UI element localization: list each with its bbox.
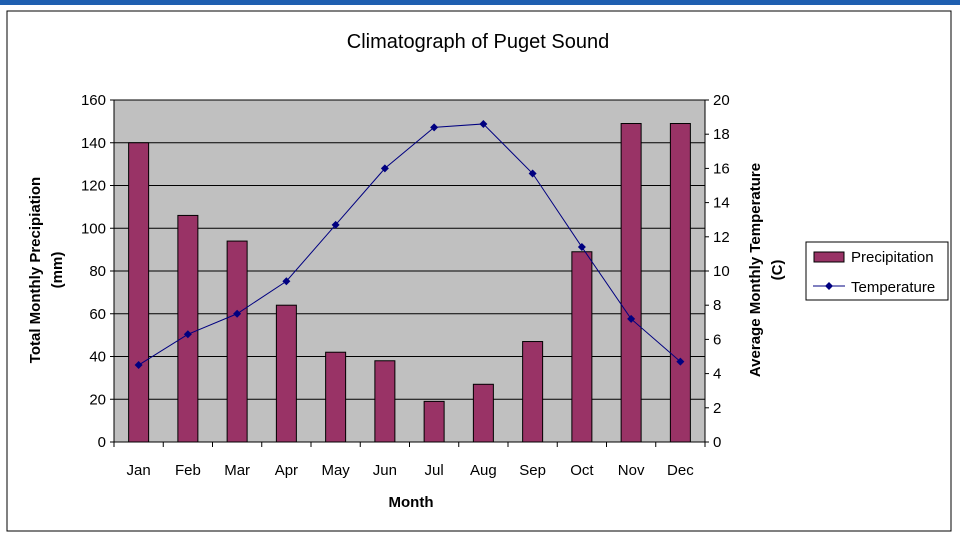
y2-axis-label-line1: Average Monthly Temperature <box>747 163 764 377</box>
point-temperature-sep <box>528 169 537 178</box>
axes: 0 20 40 60 80 100 120 140 160 0 2 4 6 8 10 12 14 16 18 20 Ja… <box>81 92 730 479</box>
bar-precipitation-aug <box>472 383 494 443</box>
line-temperature <box>138 123 681 366</box>
y2-tick-label: 8 <box>713 297 721 314</box>
x-tick-label: Apr <box>275 462 298 479</box>
legend-temperature-label: Temperature <box>851 279 935 296</box>
y-tick-label: 60 <box>89 306 106 323</box>
x-tick-label: Jul <box>425 462 444 479</box>
y-tick-label: 100 <box>81 220 106 237</box>
x-axis-label: Month <box>389 494 434 511</box>
bar-precipitation-nov <box>620 123 642 443</box>
legend-temperature-marker <box>825 282 833 290</box>
x-tick-label: Feb <box>175 462 201 479</box>
chart-title: Climatograph of Puget Sound <box>347 31 609 53</box>
y2-tick-label: 18 <box>713 126 730 143</box>
y2-tick-label: 16 <box>713 160 730 177</box>
y2-tick-label: 0 <box>713 434 721 451</box>
x-tick-label: Aug <box>470 462 497 479</box>
point-temperature-aug <box>479 119 488 128</box>
y-tick-label: 0 <box>98 434 106 451</box>
x-tick-label: May <box>321 462 350 479</box>
x-tick-label: Jun <box>373 462 397 479</box>
point-temperature-feb <box>183 330 192 339</box>
x-tick-label: Jan <box>127 462 151 479</box>
bar-precipitation-jul <box>423 400 445 443</box>
y-axis-label-line1: Total Monthly Precipiation <box>27 177 44 363</box>
point-temperature-mar <box>233 309 242 318</box>
point-temperature-nov <box>627 314 636 323</box>
y-tick-label: 120 <box>81 178 106 195</box>
y-tick-label: 80 <box>89 263 106 280</box>
y2-tick-label: 6 <box>713 331 721 348</box>
point-temperature-apr <box>282 277 291 286</box>
y-tick-label: 20 <box>89 391 106 408</box>
y2-tick-label: 4 <box>713 366 721 383</box>
bar-precipitation-sep <box>522 341 544 443</box>
legend-precipitation-swatch <box>813 251 845 263</box>
point-temperature-jul <box>430 123 439 132</box>
legend: Precipitation Temperature <box>805 241 949 301</box>
top-accent-bar <box>0 0 960 5</box>
bar-precipitation-may <box>325 351 347 443</box>
y2-tick-label: 14 <box>713 195 730 212</box>
y2-tick-label: 12 <box>713 229 730 246</box>
bar-precipitation-oct <box>571 251 593 443</box>
x-tick-label: Mar <box>224 462 250 479</box>
y2-tick-label: 10 <box>713 263 730 280</box>
x-tick-label: Nov <box>618 462 645 479</box>
y2-tick-label: 2 <box>713 400 721 417</box>
bar-precipitation-feb <box>177 214 199 443</box>
bar-precipitation-apr <box>275 304 297 443</box>
point-temperature-jun <box>380 164 389 173</box>
bar-precipitation-mar <box>226 240 248 443</box>
legend-precipitation-label: Precipitation <box>851 249 934 266</box>
y2-tick-label: 20 <box>713 92 730 109</box>
y-axis-label-line2: (mm) <box>49 252 66 289</box>
x-tick-label: Sep <box>519 462 546 479</box>
point-temperature-jan <box>134 361 143 370</box>
point-temperature-oct <box>577 243 586 252</box>
y2-axis-label-line2: (C) <box>769 260 786 281</box>
y-tick-label: 160 <box>81 92 106 109</box>
y-tick-label: 140 <box>81 135 106 152</box>
bar-precipitation-dec <box>669 123 691 443</box>
bar-precipitation-jan <box>128 142 150 443</box>
point-temperature-dec <box>676 357 685 366</box>
y-tick-label: 40 <box>89 349 106 366</box>
x-tick-label: Dec <box>667 462 694 479</box>
x-tick-label: Oct <box>570 462 594 479</box>
bar-precipitation-jun <box>374 360 396 443</box>
point-temperature-may <box>331 220 340 229</box>
plot-area <box>114 99 705 443</box>
